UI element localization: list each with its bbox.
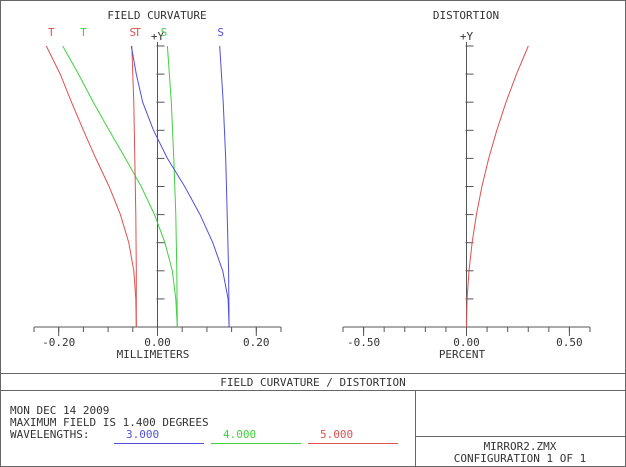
- fc-curve-label: S: [217, 26, 224, 39]
- fc-x-tick-label: 0.20: [243, 336, 270, 349]
- footer-filename: MIRROR2.ZMX: [484, 440, 557, 453]
- wavelength-value: 4.000: [223, 428, 256, 441]
- wavelength-value: 5.000: [320, 428, 353, 441]
- fc-curve-label: S: [129, 26, 136, 39]
- dist-x-tick-label: 0.00: [453, 336, 480, 349]
- fc-series-line: [166, 45, 178, 328]
- fc-curve-label: T: [80, 26, 87, 39]
- wavelength-value: 3.000: [126, 428, 159, 441]
- dist-series-line: [466, 45, 529, 328]
- fc-curve-label: T: [134, 26, 141, 39]
- footer-max-field: MAXIMUM FIELD IS 1.400 DEGREES: [10, 416, 209, 429]
- wavelength-legend: 3.000 4.000 5.000: [114, 428, 398, 444]
- footer-wavelengths-label: WAVELENGTHS:: [10, 428, 89, 441]
- distortion-title: DISTORTION: [433, 9, 499, 22]
- fc-y-axis-label: +Y: [151, 30, 165, 43]
- fc-series-line: [62, 45, 178, 328]
- fc-x-tick-label: 0.00: [144, 336, 171, 349]
- field-curvature-title: FIELD CURVATURE: [107, 9, 206, 22]
- dist-x-tick-label: -0.50: [347, 336, 380, 349]
- fc-curve-label: S: [161, 26, 168, 39]
- footer-configuration: CONFIGURATION 1 OF 1: [454, 452, 586, 465]
- fc-series-line: [131, 45, 137, 327]
- fc-series-line: [45, 45, 137, 328]
- fc-series-line: [219, 45, 230, 328]
- footer-title: FIELD CURVATURE / DISTORTION: [220, 376, 405, 389]
- fc-x-tick-label: -0.20: [42, 336, 75, 349]
- dist-y-axis-label: +Y: [460, 30, 474, 43]
- dist-x-tick-label: 0.50: [556, 336, 583, 349]
- fc-series-line: [130, 45, 230, 328]
- fc-curve-label: T: [48, 26, 55, 39]
- distortion-xlabel: PERCENT: [439, 348, 486, 361]
- distortion-chart: -0.50 0.00 0.50 +Y: [342, 30, 591, 349]
- field-curvature-xlabel: MILLIMETERS: [117, 348, 190, 361]
- footer-date: MON DEC 14 2009: [10, 404, 109, 417]
- field-curvature-chart: -0.20 0.00 0.20+YT T ST S S: [33, 26, 282, 349]
